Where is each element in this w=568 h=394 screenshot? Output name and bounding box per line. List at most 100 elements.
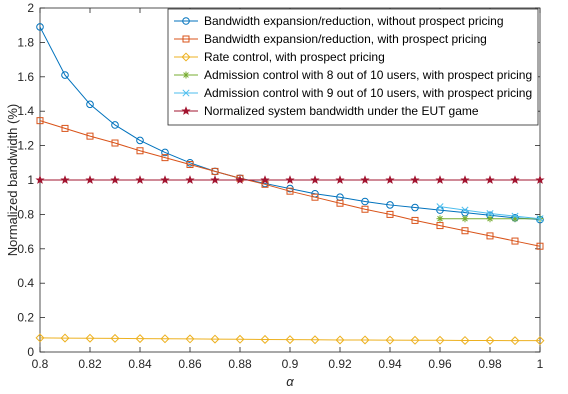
series-6-point [160, 175, 170, 184]
y-tick-label: 0.2 [17, 311, 34, 325]
series-1-point [161, 148, 169, 157]
series-1-point [86, 100, 94, 109]
legend-label: Bandwidth expansion/reduction, without p… [204, 14, 504, 28]
series-3-point [160, 334, 170, 344]
series-5-point [511, 212, 519, 220]
y-tick-label: 1 [27, 173, 34, 187]
x-tick-label: 0.96 [428, 357, 452, 371]
legend-item: Bandwidth expansion/reduction, with pros… [174, 32, 487, 46]
series-6-point [460, 175, 470, 184]
x-tick-label: 0.86 [178, 357, 202, 371]
series-2-point [486, 232, 494, 240]
x-axis: 0.8 0.82 0.84 0.86 0.88 0.9 0.92 0.94 0.96 0.98 1 [32, 8, 544, 371]
series-6-point [235, 175, 245, 184]
series-5-point-stroke [461, 206, 469, 214]
series-3-point [535, 336, 545, 346]
legend-item: Normalized system bandwidth under the EU… [174, 104, 479, 118]
y-tick-label: 0.8 [17, 207, 34, 221]
series-6-point [285, 175, 295, 184]
series-1-point [36, 23, 44, 31]
series-5 [436, 203, 544, 223]
series-6-point [510, 175, 520, 184]
series-layer [35, 23, 545, 346]
series-6-point [85, 175, 95, 184]
series-3-point [410, 335, 420, 345]
series-2-point [186, 161, 194, 169]
y-tick-label: 1.4 [17, 104, 34, 118]
series-6-point [410, 175, 420, 184]
series-3-point [485, 335, 495, 345]
series-3-point [60, 333, 70, 343]
series-3-point [110, 333, 120, 343]
series-2-point [386, 210, 394, 218]
legend-box [167, 8, 539, 126]
legend-label: Rate control, with prospect pricing [204, 50, 385, 64]
series-2-point [511, 237, 519, 245]
series-2-line [39, 120, 541, 247]
series-2 [36, 117, 544, 250]
legend-item: Admission control with 8 out of 10 users… [174, 68, 532, 82]
y-tick-label: 0.6 [17, 242, 34, 256]
series-4-point-stroke [487, 215, 493, 222]
legend-swatch-marker [182, 17, 190, 25]
series-6-point [60, 175, 70, 184]
series-4-point [461, 215, 469, 223]
legend-item: Admission control with 9 out of 10 users… [174, 86, 532, 100]
y-tick-label: 1.6 [17, 70, 34, 84]
series-3-line [39, 337, 540, 342]
legend-swatch-marker [182, 89, 190, 97]
series-6-point [485, 175, 495, 184]
x-tick-label: 0.94 [378, 357, 402, 371]
legend-swatch-marker-stroke [182, 89, 190, 97]
series-1-point [386, 201, 394, 209]
series-2-point [86, 132, 94, 140]
series-4-point [486, 215, 494, 223]
series-3-point [435, 335, 445, 345]
series-3 [35, 333, 545, 346]
y-axis-label: Normalized bandwidth (%) [5, 104, 20, 256]
y-tick-label: 0.4 [17, 276, 34, 290]
series-6-point [335, 175, 345, 184]
x-tick-label: 0.9 [282, 357, 299, 371]
series-4-point-stroke [462, 215, 468, 222]
series-5-point-stroke [486, 209, 494, 218]
series-5-point-stroke [511, 212, 519, 220]
series-6-point [135, 175, 145, 184]
series-3-point [35, 333, 45, 343]
legend-item: Rate control, with prospect pricing [174, 50, 385, 64]
y-tick-label: 1.2 [17, 139, 34, 153]
x-tick-label: 0.84 [128, 357, 152, 371]
series-2-point [61, 124, 69, 132]
series-2-point [211, 167, 219, 175]
series-3-point [360, 335, 370, 345]
legend-label: Admission control with 8 out of 10 users… [204, 68, 532, 82]
legend: Bandwidth expansion/reduction, without p… [167, 8, 539, 126]
x-tick-label: 0.98 [478, 357, 502, 371]
series-6-point [210, 175, 220, 184]
x-axis-label: α [286, 374, 294, 389]
series-3-point [385, 335, 395, 345]
series-2-point [36, 117, 44, 125]
series-3-point [310, 335, 320, 345]
series-2-point [311, 193, 319, 201]
series-1-point [61, 71, 69, 79]
series-2-point [436, 222, 444, 230]
series-3-point [460, 335, 470, 345]
series-1-point [361, 197, 369, 206]
series-2-point [286, 187, 294, 195]
series-6-point [35, 175, 45, 184]
series-6-point [360, 175, 370, 184]
y-tick-label: 1.8 [17, 35, 34, 49]
series-5-point-stroke [536, 215, 544, 223]
series-3-point [210, 334, 220, 344]
series-2-point [411, 216, 419, 224]
series-6-point [185, 175, 195, 184]
legend-label: Bandwidth expansion/reduction, with pros… [204, 32, 487, 46]
series-6-point [435, 175, 445, 184]
x-tick-label: 0.8 [32, 357, 49, 371]
series-6-point [260, 175, 270, 184]
legend-swatch-marker [182, 71, 190, 79]
legend-label: Admission control with 9 out of 10 users… [204, 86, 532, 100]
series-1-point [411, 203, 419, 212]
